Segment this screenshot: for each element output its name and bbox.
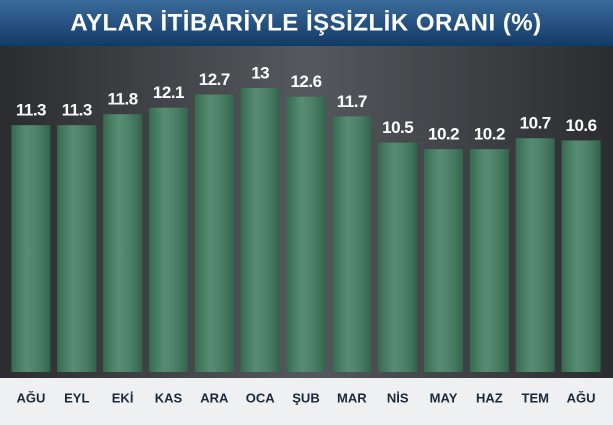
x-tick-label: ŞUB <box>292 390 319 405</box>
bar-shine <box>194 94 234 373</box>
value-label: 11.3 <box>16 101 46 120</box>
value-label: 10.7 <box>520 114 551 133</box>
bar-shine <box>57 125 97 372</box>
value-label: 11.8 <box>108 90 138 109</box>
chart-title: AYLAR İTİBARİYLE İŞSİZLİK ORANI (%) <box>70 9 541 36</box>
bar-shine <box>469 149 509 372</box>
x-tick-label: TEM <box>522 390 549 405</box>
bar-shine <box>515 138 555 372</box>
bar-shine <box>11 125 51 372</box>
x-tick-label: EYL <box>64 390 89 405</box>
value-label: 11.7 <box>337 92 367 111</box>
x-tick-label: AĞU <box>567 390 596 405</box>
value-label: 13 <box>251 63 269 82</box>
bar-shine <box>424 149 464 372</box>
x-tick-label: MAR <box>337 390 367 405</box>
value-label: 10.2 <box>474 125 505 144</box>
category-strip <box>0 378 613 425</box>
value-label: 10.6 <box>566 116 597 135</box>
bar-shine <box>332 116 372 373</box>
x-tick-label: HAZ <box>476 390 503 405</box>
bar-shine <box>378 142 418 372</box>
x-tick-label: ARA <box>200 390 229 405</box>
bar-shine <box>286 96 326 372</box>
x-tick-label: KAS <box>155 390 183 405</box>
bar-shine <box>240 88 280 372</box>
bar-shine <box>148 107 188 373</box>
x-tick-label: EKİ <box>112 390 134 405</box>
value-label: 11.3 <box>62 101 92 120</box>
bar-shine <box>561 140 601 372</box>
x-tick-label: MAY <box>430 390 458 405</box>
x-tick-label: NİS <box>387 390 409 405</box>
x-tick-label: OCA <box>246 390 276 405</box>
title-bar <box>0 0 613 46</box>
value-label: 10.5 <box>382 118 413 137</box>
bar-shine <box>103 114 143 372</box>
value-label: 10.2 <box>428 125 459 144</box>
value-label: 12.7 <box>199 70 230 89</box>
value-label: 12.1 <box>153 83 184 102</box>
x-tick-label: AĞU <box>16 390 45 405</box>
value-label: 12.6 <box>290 72 321 91</box>
